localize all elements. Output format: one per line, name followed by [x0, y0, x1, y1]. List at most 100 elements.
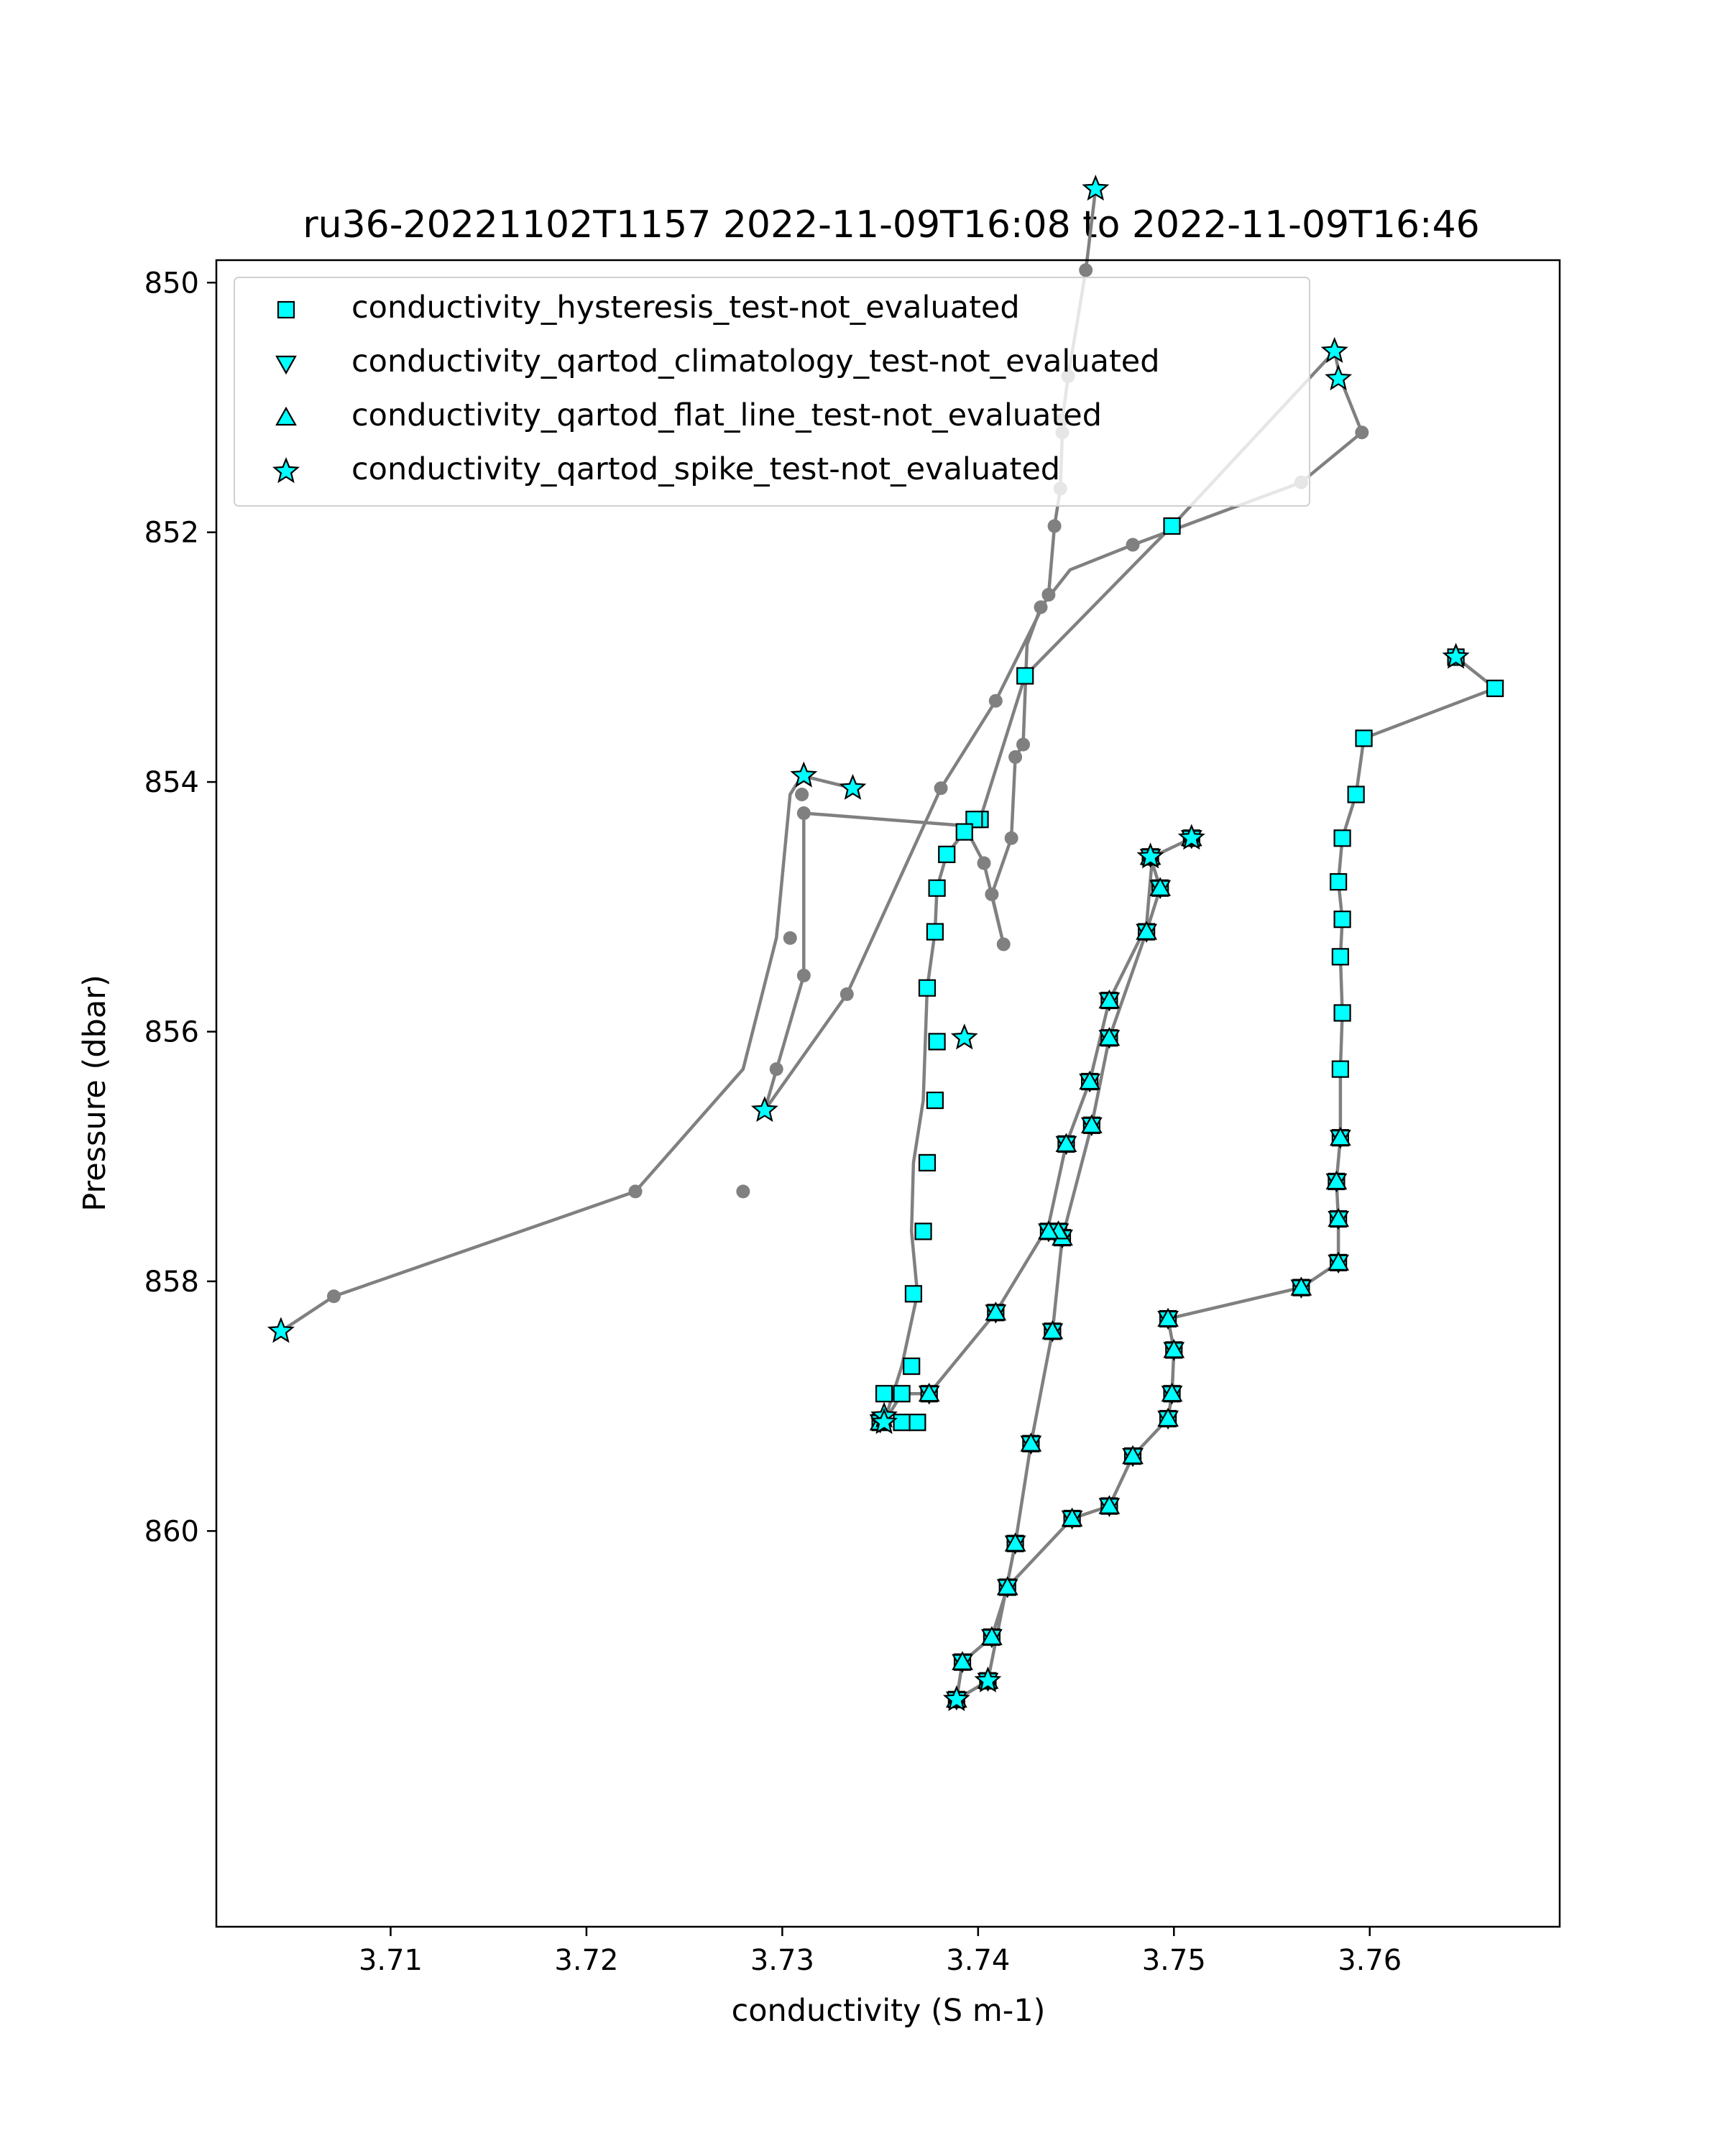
spike-star-marker	[1082, 175, 1110, 201]
flat-line-triangle-marker	[1061, 1507, 1083, 1527]
hysteresis-square-marker	[908, 1414, 926, 1432]
data-point-dot	[840, 987, 854, 1001]
y-tick-label: 860	[144, 1515, 199, 1548]
legend-triangle-up-shape	[275, 406, 297, 426]
flat-line-triangle-marker	[1329, 1126, 1351, 1146]
data-point-dot	[326, 1289, 341, 1304]
hysteresis-square-marker	[1016, 667, 1034, 685]
data-point-dot	[795, 787, 809, 801]
spike-star-marker	[790, 761, 818, 788]
spike-star-marker	[267, 1317, 295, 1343]
flat-line-triangle-marker	[1157, 1407, 1179, 1427]
hysteresis-square-marker	[1331, 948, 1349, 966]
data-point-dot	[1004, 831, 1018, 845]
data-point-dot	[988, 694, 1003, 708]
spike-star-marker	[942, 1685, 970, 1711]
data-point-dot	[985, 887, 999, 901]
hysteresis-square-marker	[904, 1285, 923, 1303]
spike-star-marker	[750, 1096, 778, 1123]
data-point-dot	[1016, 737, 1030, 752]
flat-line-triangle-marker	[1079, 1070, 1101, 1090]
y-tick-label: 858	[144, 1266, 199, 1299]
flat-line-triangle-marker	[1098, 989, 1121, 1009]
flat-line-triangle-marker	[1328, 1251, 1350, 1271]
data-point-dot	[1008, 750, 1023, 764]
flat-line-triangle-marker	[1149, 877, 1172, 896]
x-tick-label: 3.74	[946, 1944, 1010, 1977]
spike-star-marker	[870, 1408, 898, 1434]
legend-square-marker	[277, 300, 295, 319]
data-point-dot	[934, 781, 948, 796]
flat-line-triangle-marker	[1041, 1320, 1064, 1340]
hysteresis-square-marker	[926, 923, 944, 941]
flat-line-triangle-marker	[996, 1576, 1018, 1595]
hysteresis-square-marker	[1330, 872, 1348, 891]
hysteresis-square-marker	[928, 879, 946, 897]
legend-square-shape	[277, 300, 295, 319]
flat-line-triangle-marker	[1098, 1026, 1121, 1046]
hysteresis-square-marker	[875, 1385, 893, 1403]
hysteresis-square-marker	[928, 1033, 946, 1051]
x-tick-label: 3.76	[1338, 1944, 1402, 1977]
legend-entry-spike: conductivity_qartod_spike_test-not_evalu…	[272, 451, 1060, 487]
y-tick-label: 850	[144, 267, 199, 300]
flat-line-triangle-marker	[1161, 1383, 1183, 1402]
y-tick-label: 854	[144, 766, 199, 799]
legend-star-marker	[272, 457, 300, 484]
flat-line-triangle-marker	[981, 1626, 1003, 1646]
hysteresis-square-marker	[955, 823, 973, 841]
data-point-dot	[796, 968, 811, 982]
hysteresis-square-marker	[938, 845, 956, 863]
flat-line-triangle-marker	[918, 1383, 940, 1402]
data-point-dot	[796, 806, 811, 821]
hysteresis-square-marker	[893, 1385, 911, 1403]
data-point-dot	[1126, 538, 1140, 552]
data-point-dot	[736, 1184, 750, 1199]
data-point-dot	[769, 1062, 783, 1077]
flat-line-triangle-marker	[1080, 1114, 1103, 1133]
data-point-dot	[1355, 425, 1369, 440]
data-point-dot	[783, 931, 797, 945]
flat-line-triangle-marker	[1163, 1339, 1185, 1358]
flat-line-triangle-marker	[1020, 1432, 1042, 1452]
data-markers	[267, 175, 1504, 1711]
plot-area-frame	[215, 259, 1561, 1928]
hysteresis-square-marker	[918, 1153, 937, 1172]
spike-star-marker	[974, 1666, 1002, 1692]
flat-line-triangle-marker	[1328, 1207, 1350, 1227]
hysteresis-square-marker	[1333, 1004, 1351, 1022]
flat-line-triangle-marker	[1325, 1170, 1348, 1190]
flat-line-triangle-marker	[952, 1651, 973, 1670]
flat-line-triangle-marker	[985, 1302, 1007, 1321]
legend-triangle-up-marker	[275, 406, 297, 426]
legend-label-flat-line: conductivity_qartod_flat_line_test-not_e…	[351, 397, 1102, 433]
hysteresis-square-marker	[1355, 729, 1373, 747]
legend-triangle-down-shape	[275, 355, 297, 375]
flat-line-triangle-marker	[1122, 1445, 1144, 1465]
legend-triangle-down-marker	[275, 355, 297, 375]
hysteresis-square-marker	[926, 1091, 944, 1110]
legend-label-spike: conductivity_qartod_spike_test-not_evalu…	[351, 451, 1060, 487]
flat-line-triangle-marker	[1098, 1495, 1121, 1514]
spike-star-marker	[1325, 364, 1353, 391]
x-axis-title: conductivity (S m-1)	[732, 1993, 1046, 2029]
hysteresis-square-marker	[1486, 679, 1504, 697]
y-tick-label: 856	[144, 1016, 199, 1049]
data-point-dot	[1079, 263, 1093, 277]
hysteresis-square-marker	[893, 1414, 911, 1432]
flat-line-triangle-marker	[1055, 1133, 1077, 1152]
spike-star-marker	[1177, 824, 1205, 850]
y-axis-title: Pressure (dbar)	[77, 975, 113, 1211]
series-line-1	[763, 351, 1364, 1111]
spike-star-marker	[950, 1023, 978, 1050]
x-tick-label: 3.75	[1142, 1944, 1206, 1977]
data-point-dot	[996, 937, 1011, 952]
legend: conductivity_hysteresis_test-not_evaluat…	[234, 277, 1310, 507]
data-point-dot	[977, 856, 991, 870]
data-point-dot	[1041, 588, 1056, 602]
spike-star-marker	[839, 773, 867, 800]
hysteresis-square-marker	[914, 1222, 932, 1240]
hysteresis-square-marker	[1347, 786, 1365, 803]
y-axis-ticks: 850 852 854 856 858 860	[144, 267, 216, 1548]
